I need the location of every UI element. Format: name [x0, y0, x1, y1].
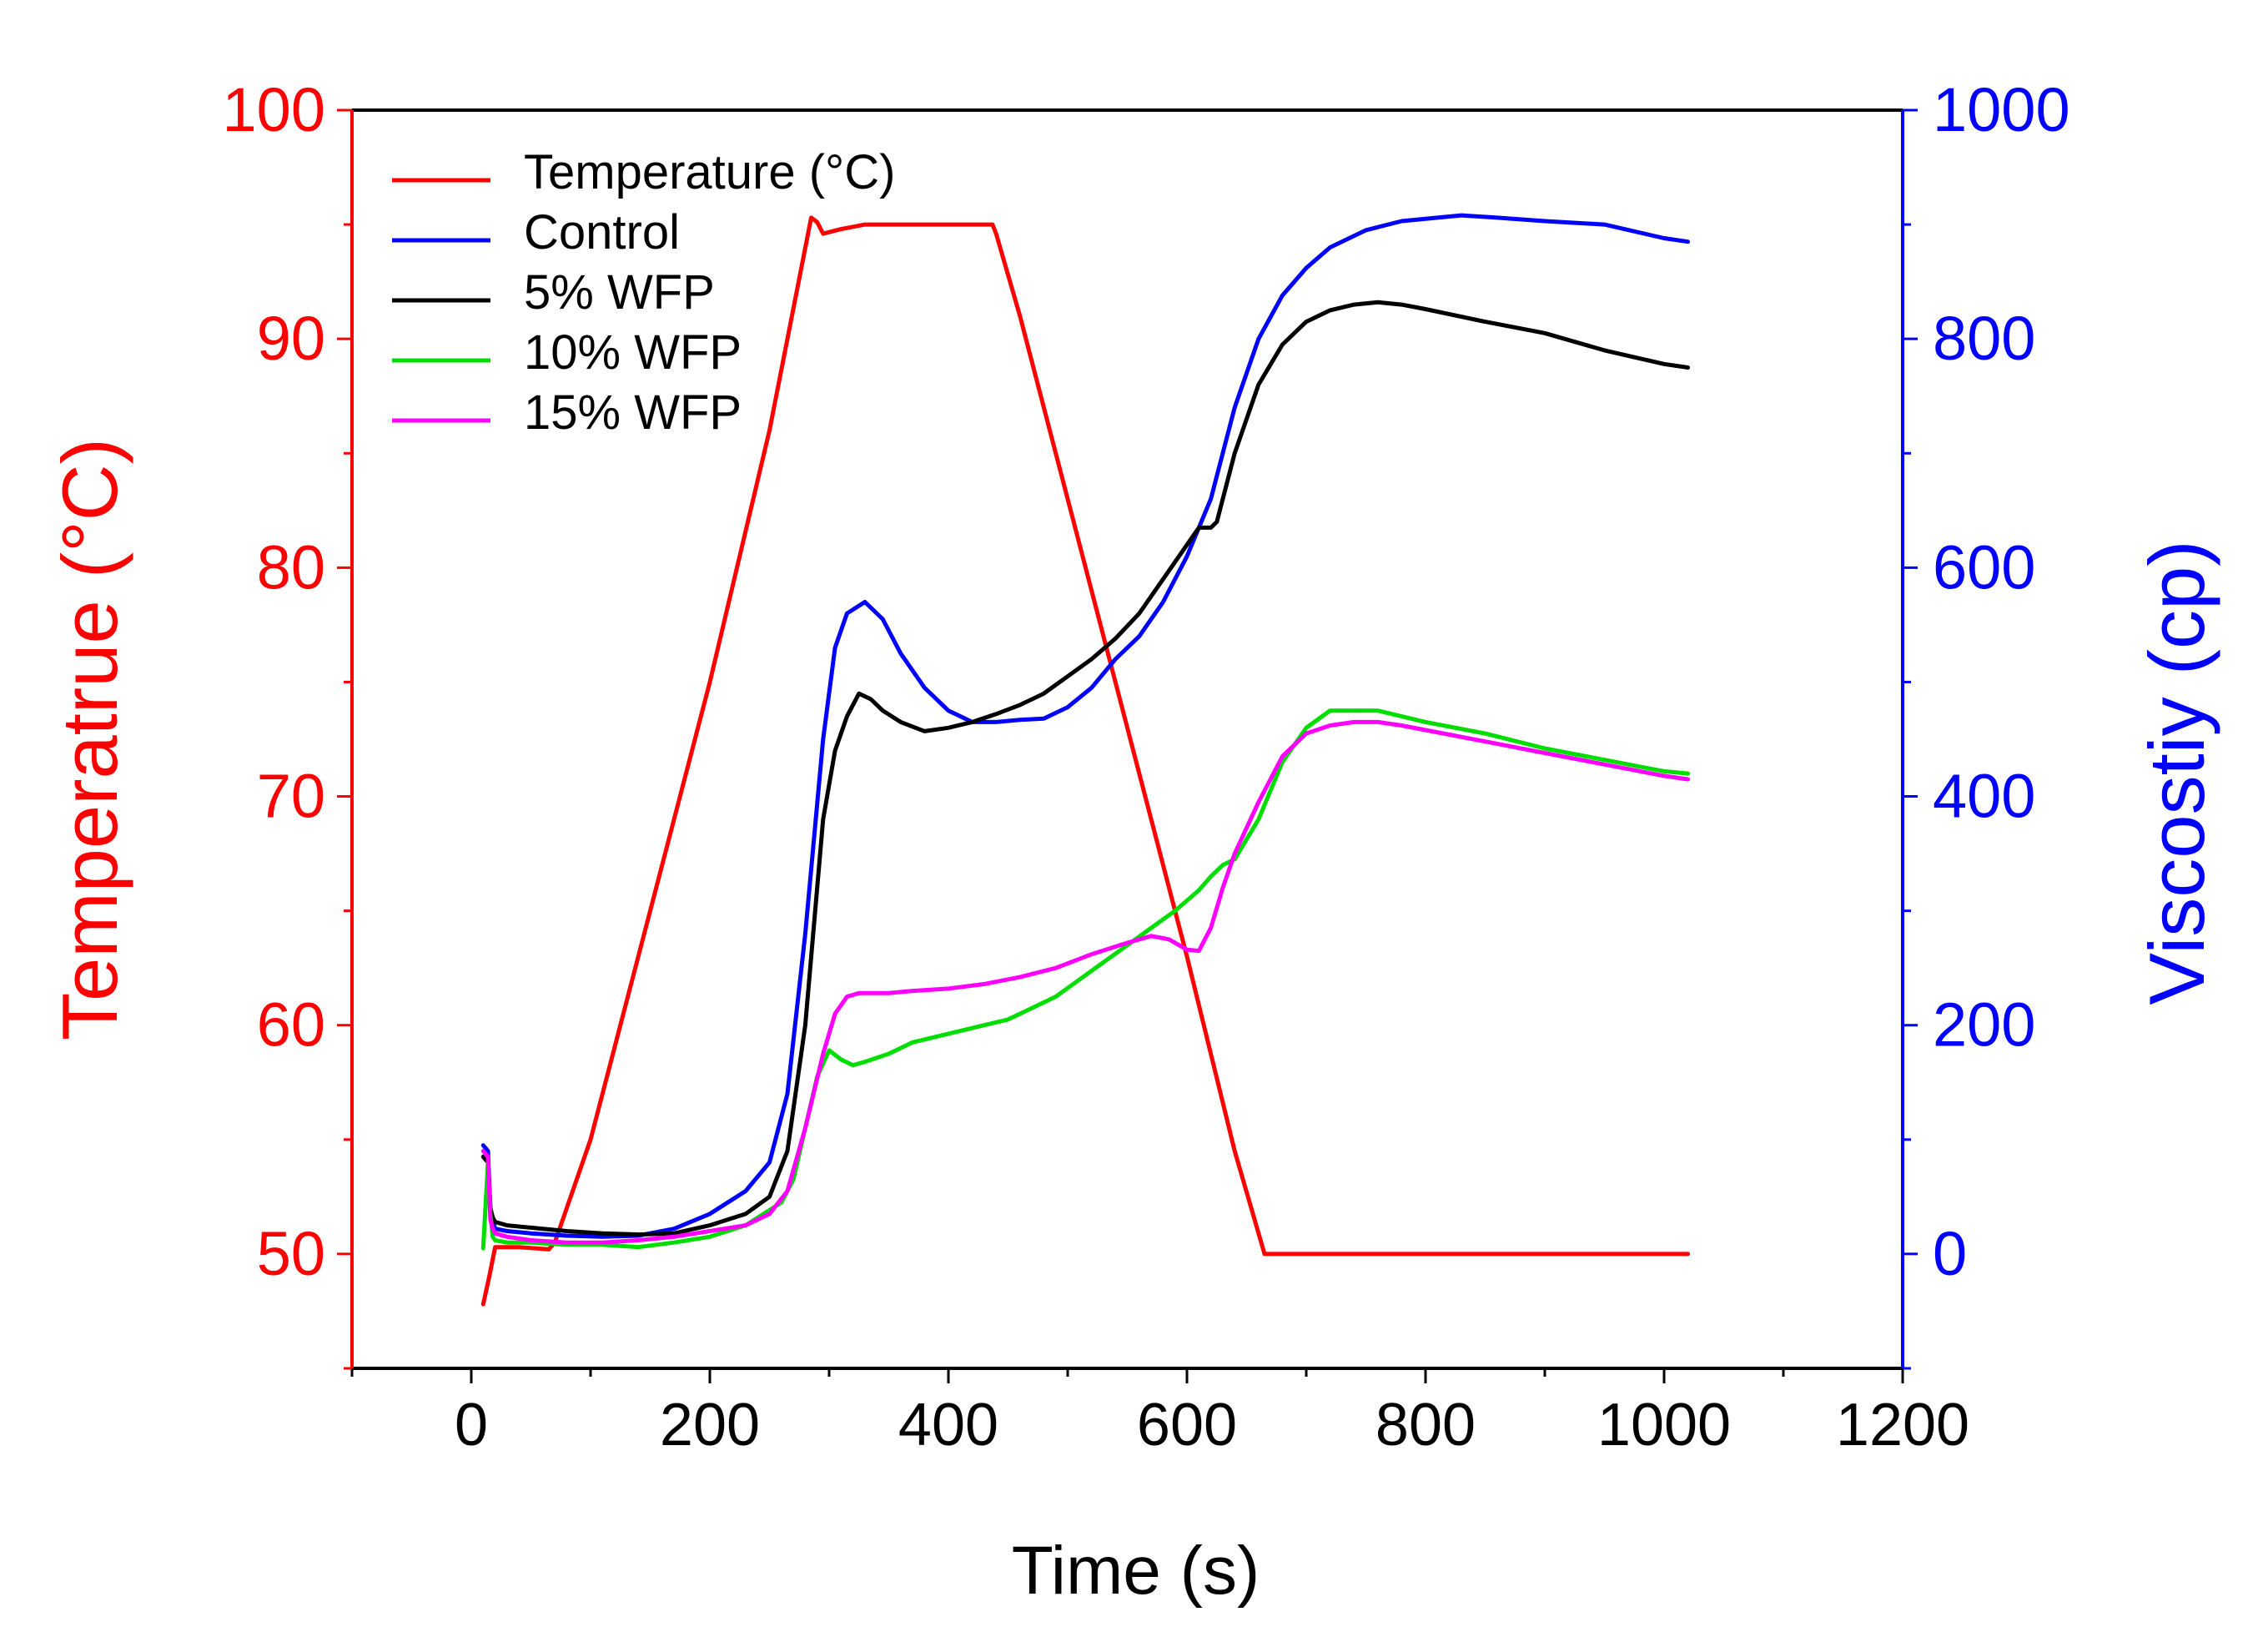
y-left-axis-title: Temperatrue (°C)	[46, 438, 133, 1040]
y-left-tick-label: 50	[257, 1219, 325, 1288]
y-right-tick-label: 1000	[1933, 75, 2070, 144]
legend-label-15-wfp: 15% WFP	[524, 385, 742, 440]
legend-label-10-wfp: 10% WFP	[524, 325, 742, 380]
x-tick-label: 800	[1375, 1392, 1476, 1458]
y-right-tick-label: 600	[1933, 532, 2035, 602]
y-left-tick-label: 70	[257, 762, 325, 831]
series-line-10-wfp	[480, 708, 1691, 1251]
x-axis-title: Time (s)	[1012, 1533, 1260, 1609]
series-layer	[480, 213, 1691, 1307]
y-left-tick-label: 60	[257, 990, 325, 1060]
axes-layer: 0 200 400 600 800 1000 12005060708090100020040…	[223, 75, 2070, 1458]
y-left-tick-label: 90	[257, 304, 325, 373]
y-right-tick-label: 0	[1933, 1219, 1967, 1288]
series-line-temperature-c	[480, 215, 1691, 1307]
x-tick-label: 0	[455, 1392, 488, 1458]
y-right-axis-title: Viscostiy (cp)	[2133, 540, 2220, 1005]
x-tick-label: 400	[898, 1392, 998, 1458]
y-left-tick-label: 80	[257, 532, 325, 602]
x-tick-label: 600	[1137, 1392, 1237, 1458]
x-tick-label: 200	[660, 1392, 760, 1458]
series-line-15-wfp	[480, 719, 1691, 1245]
y-right-tick-label: 400	[1933, 762, 2035, 831]
x-tick-label: 1000	[1597, 1392, 1731, 1458]
legend-label-5-wfp: 5% WFP	[524, 265, 715, 320]
series-line-5-wfp	[480, 300, 1691, 1237]
y-right-tick-label: 800	[1933, 304, 2035, 373]
plot-frame	[350, 108, 1904, 1370]
legend-label-temperature-c: Temperature (°C)	[524, 145, 895, 199]
y-right-tick-label: 200	[1933, 990, 2035, 1060]
x-tick-label: 1200	[1836, 1392, 1969, 1458]
y-left-tick-label: 100	[223, 75, 325, 144]
legend-label-control: Control	[524, 205, 680, 259]
